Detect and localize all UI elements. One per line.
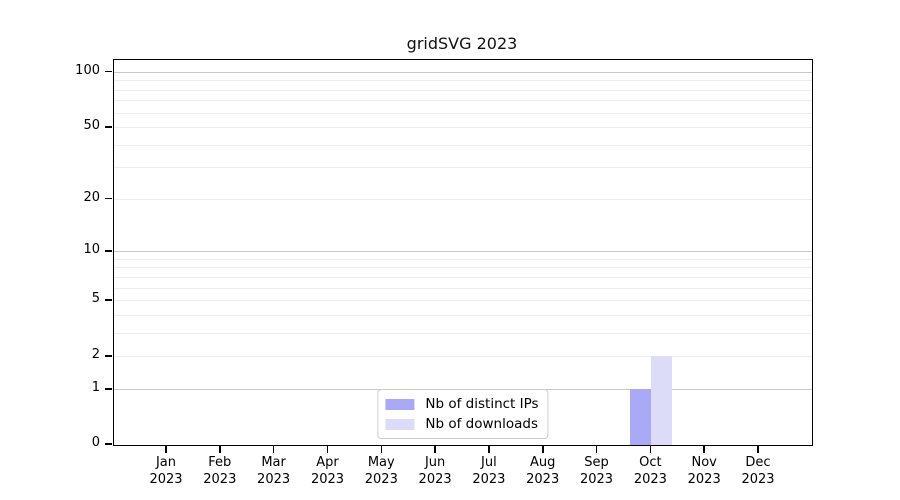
gridline-minor bbox=[114, 167, 812, 169]
x-tick-label: Oct 2023 bbox=[618, 454, 682, 488]
gridline-minor bbox=[114, 127, 812, 129]
legend-item: Nb of downloads bbox=[385, 416, 538, 432]
x-tick-year: 2023 bbox=[364, 472, 398, 487]
x-tick-year: 2023 bbox=[310, 472, 345, 487]
gridline-minor bbox=[114, 332, 812, 334]
x-tick-year: 2023 bbox=[579, 472, 614, 487]
x-tick-year: 2023 bbox=[257, 472, 291, 487]
x-tick-month: Apr bbox=[316, 455, 339, 470]
y-axis-tick bbox=[105, 443, 112, 445]
x-tick-year: 2023 bbox=[418, 472, 452, 487]
legend-swatch-icon bbox=[385, 398, 415, 410]
x-axis-tick bbox=[703, 445, 705, 453]
x-tick-year: 2023 bbox=[687, 472, 721, 487]
x-tick-month: May bbox=[367, 455, 395, 470]
gridline-minor bbox=[114, 144, 812, 146]
legend: Nb of distinct IPs Nb of downloads bbox=[377, 389, 549, 439]
x-axis-tick bbox=[542, 445, 544, 453]
x-tick-label: Jul 2023 bbox=[457, 454, 521, 488]
legend-swatch-icon bbox=[385, 418, 415, 430]
gridline-minor bbox=[114, 300, 812, 302]
y-axis-tick bbox=[105, 299, 112, 301]
x-tick-month: Jun bbox=[424, 455, 446, 470]
x-tick-month: Dec bbox=[745, 455, 771, 470]
gridline-minor bbox=[114, 287, 812, 289]
gridline-minor bbox=[114, 267, 812, 269]
y-tick-label: 0 bbox=[91, 435, 100, 450]
x-axis-tick bbox=[219, 445, 221, 453]
y-tick-label: 10 bbox=[83, 242, 100, 258]
gridline-minor bbox=[114, 314, 812, 316]
x-tick-label: Dec 2023 bbox=[726, 454, 790, 488]
x-axis-tick bbox=[272, 445, 275, 453]
x-tick-label: Sep 2023 bbox=[565, 454, 629, 488]
x-tick-month: Oct bbox=[639, 455, 662, 470]
x-axis-tick bbox=[434, 445, 436, 453]
x-tick-month: Feb bbox=[208, 455, 232, 470]
y-axis-tick bbox=[105, 126, 112, 128]
bar-nb-of-distinct-ips bbox=[630, 389, 652, 445]
x-tick-year: 2023 bbox=[526, 472, 560, 487]
legend-label: Nb of downloads bbox=[425, 416, 538, 432]
x-tick-month: Nov bbox=[691, 455, 717, 470]
gridline-minor bbox=[114, 80, 812, 82]
y-tick-label: 100 bbox=[75, 62, 100, 78]
x-tick-year: 2023 bbox=[203, 472, 237, 487]
x-tick-year: 2023 bbox=[741, 472, 775, 487]
x-tick-label: May 2023 bbox=[349, 454, 413, 488]
chart-title: gridSVG 2023 bbox=[406, 34, 518, 53]
x-tick-label: Nov 2023 bbox=[672, 454, 736, 488]
y-axis-tick bbox=[105, 250, 112, 252]
y-axis-tick bbox=[105, 197, 112, 200]
x-axis-tick bbox=[488, 445, 490, 453]
x-axis-tick bbox=[595, 445, 598, 453]
gridline-minor bbox=[114, 112, 812, 114]
bar-nb-of-downloads bbox=[651, 356, 673, 445]
y-tick-label: 20 bbox=[83, 189, 100, 205]
x-tick-month: Mar bbox=[261, 455, 286, 470]
x-tick-label: Feb 2023 bbox=[188, 454, 252, 488]
x-axis-tick bbox=[649, 445, 652, 453]
gridline-major bbox=[114, 251, 812, 253]
y-tick-label: 5 bbox=[91, 291, 100, 307]
gridline-major bbox=[114, 71, 812, 73]
legend-label: Nb of distinct IPs bbox=[425, 396, 539, 412]
y-axis-tick bbox=[105, 388, 112, 390]
y-tick-label: 1 bbox=[91, 380, 100, 395]
x-axis-tick bbox=[326, 445, 329, 453]
x-tick-label: Mar 2023 bbox=[242, 454, 306, 488]
gridline-minor bbox=[114, 100, 812, 102]
y-tick-label: 50 bbox=[83, 118, 100, 134]
x-axis-tick bbox=[165, 445, 167, 453]
x-tick-year: 2023 bbox=[149, 472, 183, 487]
x-tick-label: Jun 2023 bbox=[403, 454, 467, 488]
x-axis-tick bbox=[380, 445, 382, 453]
x-tick-month: Jul bbox=[481, 455, 497, 470]
gridline-minor bbox=[114, 198, 812, 200]
x-tick-year: 2023 bbox=[633, 472, 667, 487]
x-tick-month: Sep bbox=[584, 455, 609, 470]
x-tick-month: Aug bbox=[529, 455, 556, 470]
gridline-minor bbox=[114, 89, 812, 91]
y-axis-tick bbox=[105, 355, 112, 357]
gridline-minor bbox=[114, 258, 812, 260]
x-tick-label: Aug 2023 bbox=[511, 454, 575, 488]
y-axis-tick bbox=[105, 70, 112, 73]
x-axis-tick bbox=[757, 445, 759, 453]
gridline-minor bbox=[114, 356, 812, 358]
x-tick-year: 2023 bbox=[472, 472, 506, 487]
y-tick-label: 2 bbox=[91, 347, 100, 363]
x-tick-label: Jan 2023 bbox=[134, 454, 198, 488]
legend-item: Nb of distinct IPs bbox=[385, 396, 539, 412]
gridline-minor bbox=[114, 276, 812, 278]
plot-area: Nb of distinct IPs Nb of downloads bbox=[113, 59, 813, 446]
x-tick-month: Jan bbox=[155, 455, 177, 470]
x-tick-label: Apr 2023 bbox=[296, 454, 360, 488]
